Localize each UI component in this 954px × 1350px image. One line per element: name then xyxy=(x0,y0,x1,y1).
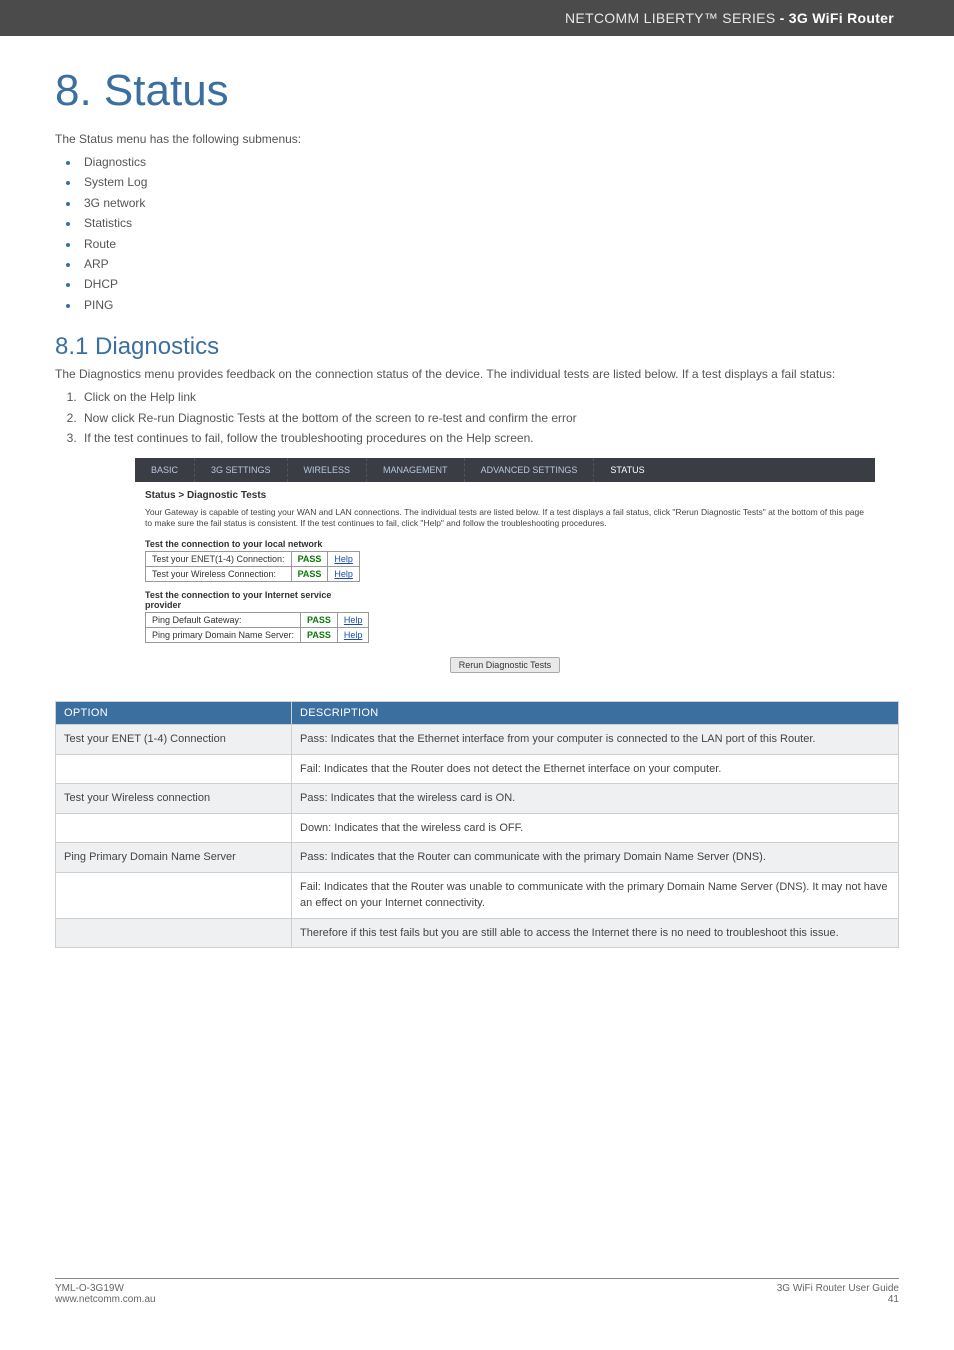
footer-url: www.netcomm.com.au xyxy=(55,1294,156,1305)
opt-cell: Test your Wireless connection xyxy=(56,784,292,814)
opt-cell xyxy=(56,918,292,948)
help-link[interactable]: Help xyxy=(334,569,353,579)
help-link[interactable]: Help xyxy=(334,554,353,564)
diag-label: Test your Wireless Connection: xyxy=(146,567,292,582)
screenshot-body: Status > Diagnostic Tests Your Gateway i… xyxy=(135,482,875,691)
opt-header: OPTION xyxy=(56,702,292,725)
desc-cell: Pass: Indicates that the Ethernet interf… xyxy=(292,725,899,755)
desc-cell: Fail: Indicates that the Router was unab… xyxy=(292,872,899,918)
list-item: Route xyxy=(80,234,899,254)
list-item: Click on the Help link xyxy=(80,387,899,407)
diag-status: PASS xyxy=(301,613,338,628)
header-product: - 3G WiFi Router xyxy=(775,10,894,26)
diag-label: Test your ENET(1-4) Connection: xyxy=(146,552,292,567)
diag-status: PASS xyxy=(291,552,328,567)
tab-strip: BASIC 3G SETTINGS WIRELESS MANAGEMENT AD… xyxy=(135,458,875,482)
rerun-button[interactable]: Rerun Diagnostic Tests xyxy=(450,657,560,673)
chapter-title: 8. Status xyxy=(55,66,899,116)
opt-cell xyxy=(56,754,292,784)
header-brand: NETCOMM LIBERTY™ SERIES xyxy=(565,10,775,26)
opt-cell: Test your ENET (1-4) Connection xyxy=(56,725,292,755)
table-row: Test your ENET(1-4) Connection: PASS Hel… xyxy=(146,552,360,567)
list-item: Now click Re-run Diagnostic Tests at the… xyxy=(80,408,899,428)
table-row: Fail: Indicates that the Router does not… xyxy=(56,754,899,784)
tab-3g[interactable]: 3G SETTINGS xyxy=(194,458,287,482)
section-title: 8.1 Diagnostics xyxy=(55,333,899,361)
footer-doc: 3G WiFi Router User Guide xyxy=(777,1283,899,1294)
tab-status[interactable]: STATUS xyxy=(593,458,660,482)
desc-cell: Fail: Indicates that the Router does not… xyxy=(292,754,899,784)
table-row: Test your ENET (1-4) Connection Pass: In… xyxy=(56,725,899,755)
list-item: Statistics xyxy=(80,213,899,233)
list-item: Diagnostics xyxy=(80,152,899,172)
list-item: ARP xyxy=(80,254,899,274)
diag-caption: Test the connection to your Internet ser… xyxy=(145,588,369,612)
screenshot-desc: Your Gateway is capable of testing your … xyxy=(145,507,865,529)
table-row: Test your Wireless connection Pass: Indi… xyxy=(56,784,899,814)
table-row: Down: Indicates that the wireless card i… xyxy=(56,813,899,843)
diag-table-isp: Test the connection to your Internet ser… xyxy=(145,588,369,643)
diagnostics-screenshot: BASIC 3G SETTINGS WIRELESS MANAGEMENT AD… xyxy=(135,458,875,691)
section-intro: The Diagnostics menu provides feedback o… xyxy=(55,365,899,383)
submenu-list: Diagnostics System Log 3G network Statis… xyxy=(80,152,899,315)
diag-table-local: Test the connection to your local networ… xyxy=(145,537,360,582)
breadcrumb: Status > Diagnostic Tests xyxy=(145,490,865,501)
opt-cell xyxy=(56,872,292,918)
tab-basic[interactable]: BASIC xyxy=(135,458,194,482)
diag-status: PASS xyxy=(291,567,328,582)
diag-caption: Test the connection to your local networ… xyxy=(145,537,360,551)
header-bar: NETCOMM LIBERTY™ SERIES - 3G WiFi Router xyxy=(0,0,954,36)
list-item: PING xyxy=(80,295,899,315)
tab-mgmt[interactable]: MANAGEMENT xyxy=(366,458,464,482)
table-row: Ping Default Gateway: PASS Help xyxy=(146,613,369,628)
opt-cell: Ping Primary Domain Name Server xyxy=(56,843,292,873)
desc-cell: Therefore if this test fails but you are… xyxy=(292,918,899,948)
table-row: Fail: Indicates that the Router was unab… xyxy=(56,872,899,918)
rerun-wrap: Rerun Diagnostic Tests xyxy=(145,657,865,673)
diag-status: PASS xyxy=(301,628,338,643)
options-table: OPTION DESCRIPTION Test your ENET (1-4) … xyxy=(55,701,899,948)
desc-cell: Down: Indicates that the wireless card i… xyxy=(292,813,899,843)
tab-wireless[interactable]: WIRELESS xyxy=(287,458,367,482)
desc-header: DESCRIPTION xyxy=(292,702,899,725)
footer-model: YML-O-3G19W xyxy=(55,1283,124,1294)
list-item: If the test continues to fail, follow th… xyxy=(80,428,899,448)
list-item: DHCP xyxy=(80,274,899,294)
help-link[interactable]: Help xyxy=(344,630,363,640)
table-row: Ping Primary Domain Name Server Pass: In… xyxy=(56,843,899,873)
diag-label: Ping Default Gateway: xyxy=(146,613,301,628)
intro-text: The Status menu has the following submen… xyxy=(55,130,899,148)
list-item: System Log xyxy=(80,172,899,192)
tab-adv[interactable]: ADVANCED SETTINGS xyxy=(464,458,594,482)
diag-label: Ping primary Domain Name Server: xyxy=(146,628,301,643)
list-item: 3G network xyxy=(80,193,899,213)
table-header-row: OPTION DESCRIPTION xyxy=(56,702,899,725)
table-row: Ping primary Domain Name Server: PASS He… xyxy=(146,628,369,643)
desc-cell: Pass: Indicates that the Router can comm… xyxy=(292,843,899,873)
steps-list: Click on the Help link Now click Re-run … xyxy=(80,387,899,448)
page-content: 8. Status The Status menu has the follow… xyxy=(0,36,954,978)
desc-cell: Pass: Indicates that the wireless card i… xyxy=(292,784,899,814)
footer-left: YML-O-3G19W www.netcomm.com.au xyxy=(55,1283,156,1305)
opt-cell xyxy=(56,813,292,843)
table-row: Therefore if this test fails but you are… xyxy=(56,918,899,948)
footer-right: 3G WiFi Router User Guide 41 xyxy=(777,1283,899,1305)
footer-page: 41 xyxy=(888,1294,899,1305)
table-row: Test your Wireless Connection: PASS Help xyxy=(146,567,360,582)
help-link[interactable]: Help xyxy=(344,615,363,625)
page-footer: YML-O-3G19W www.netcomm.com.au 3G WiFi R… xyxy=(55,1278,899,1305)
